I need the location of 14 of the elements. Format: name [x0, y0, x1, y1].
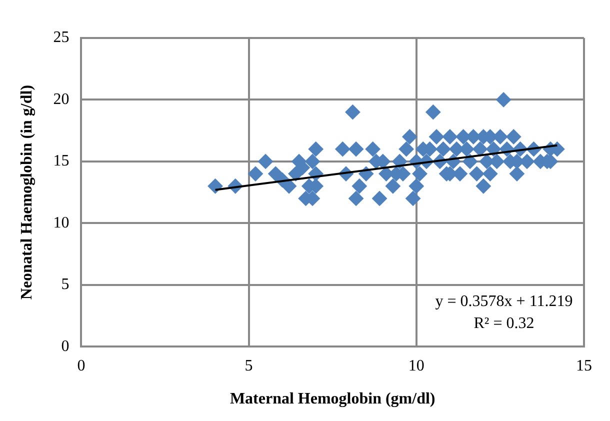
- x-tick-label: 15: [576, 357, 592, 374]
- x-tick-label: 0: [77, 357, 86, 374]
- y-tick-label: 25: [53, 29, 70, 46]
- x-tick-label: 10: [408, 357, 424, 374]
- y-tick-label: 20: [53, 90, 70, 108]
- x-tick-label: 5: [244, 357, 253, 374]
- x-axis-title: Maternal Hemoglobin (gm/dl): [230, 390, 436, 408]
- y-axis-title: Neonatal Haemoglobin (in g/dl): [18, 84, 36, 300]
- annotation: y = 0.3578x + 11.219: [435, 292, 573, 310]
- y-tick-label: 15: [53, 152, 70, 170]
- y-tick-label: 0: [61, 338, 70, 355]
- annotation: R² = 0.32: [474, 314, 534, 332]
- y-tick-label: 5: [61, 276, 70, 294]
- y-tick-label: 10: [53, 214, 70, 232]
